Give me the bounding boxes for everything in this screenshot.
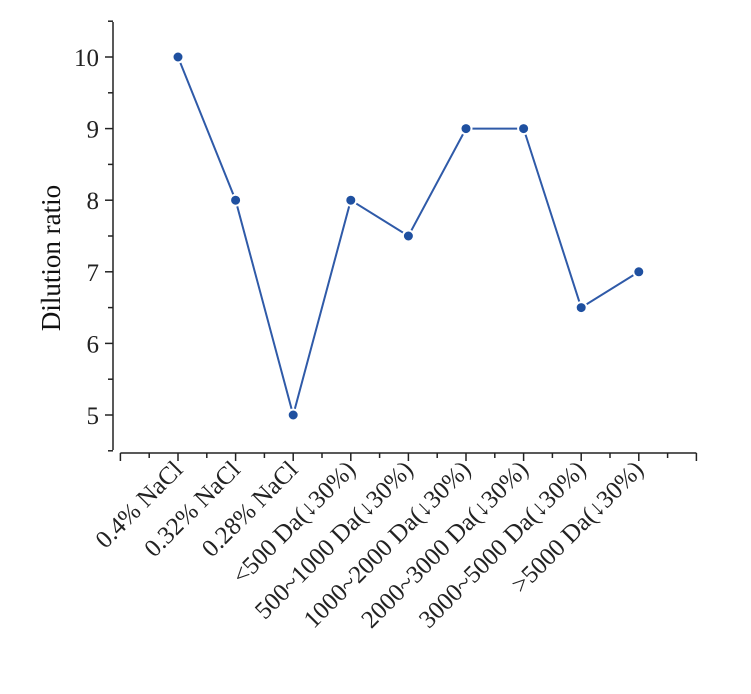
- data-point: [574, 301, 588, 315]
- data-point: [229, 193, 243, 207]
- y-tick-label: 9: [87, 117, 100, 144]
- data-point: [459, 122, 473, 136]
- y-axis-title: Dilution ratio: [36, 185, 66, 331]
- y-tick-label: 10: [74, 45, 99, 72]
- y-tick-label: 6: [87, 331, 100, 358]
- data-point: [517, 122, 531, 136]
- data-point: [344, 193, 358, 207]
- data-point: [632, 265, 646, 279]
- y-tick-label: 5: [87, 403, 100, 430]
- data-point: [401, 229, 415, 243]
- y-tick-label: 7: [87, 260, 100, 287]
- data-point: [171, 50, 185, 64]
- data-point: [286, 408, 300, 422]
- y-tick-label: 8: [87, 188, 100, 215]
